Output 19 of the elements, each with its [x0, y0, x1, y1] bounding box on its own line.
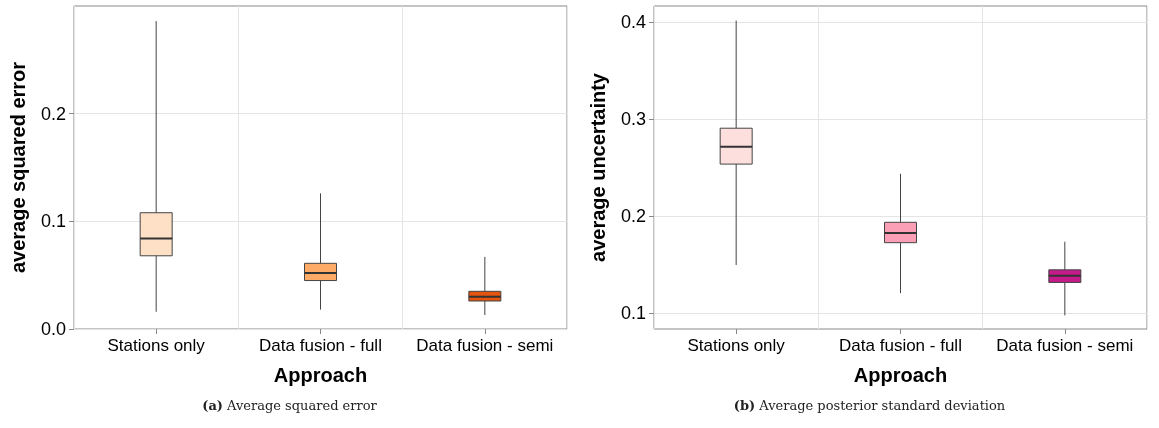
y-axis-title: average uncertainty [587, 72, 609, 262]
x-axis-title: Approach [853, 364, 948, 386]
x-tick-label: Data fusion - full [839, 336, 962, 355]
x-tick-label: Data fusion - semi [996, 336, 1134, 355]
x-tick-label: Data fusion - semi [416, 336, 554, 355]
y-tick-label: 0.1 [620, 303, 646, 324]
y-axis-title: average squared error [7, 61, 29, 274]
y-tick-label: 0.0 [40, 319, 66, 339]
y-tick-label: 0.2 [40, 103, 66, 124]
y-tick-label: 0.3 [620, 109, 646, 130]
y-tick-label: 0.2 [620, 206, 646, 227]
y-tick-label: 0.1 [40, 211, 66, 232]
text: (b) Average posterior standard deviation [732, 398, 1007, 413]
y-tick-label: 0.4 [620, 12, 646, 33]
text: (a) Average squared error [201, 398, 378, 413]
x-tick-label: Data fusion - full [259, 336, 382, 355]
x-axis-title: Approach [273, 364, 368, 386]
x-tick-label: Stations only [107, 336, 206, 355]
x-tick-label: Stations only [687, 336, 786, 355]
